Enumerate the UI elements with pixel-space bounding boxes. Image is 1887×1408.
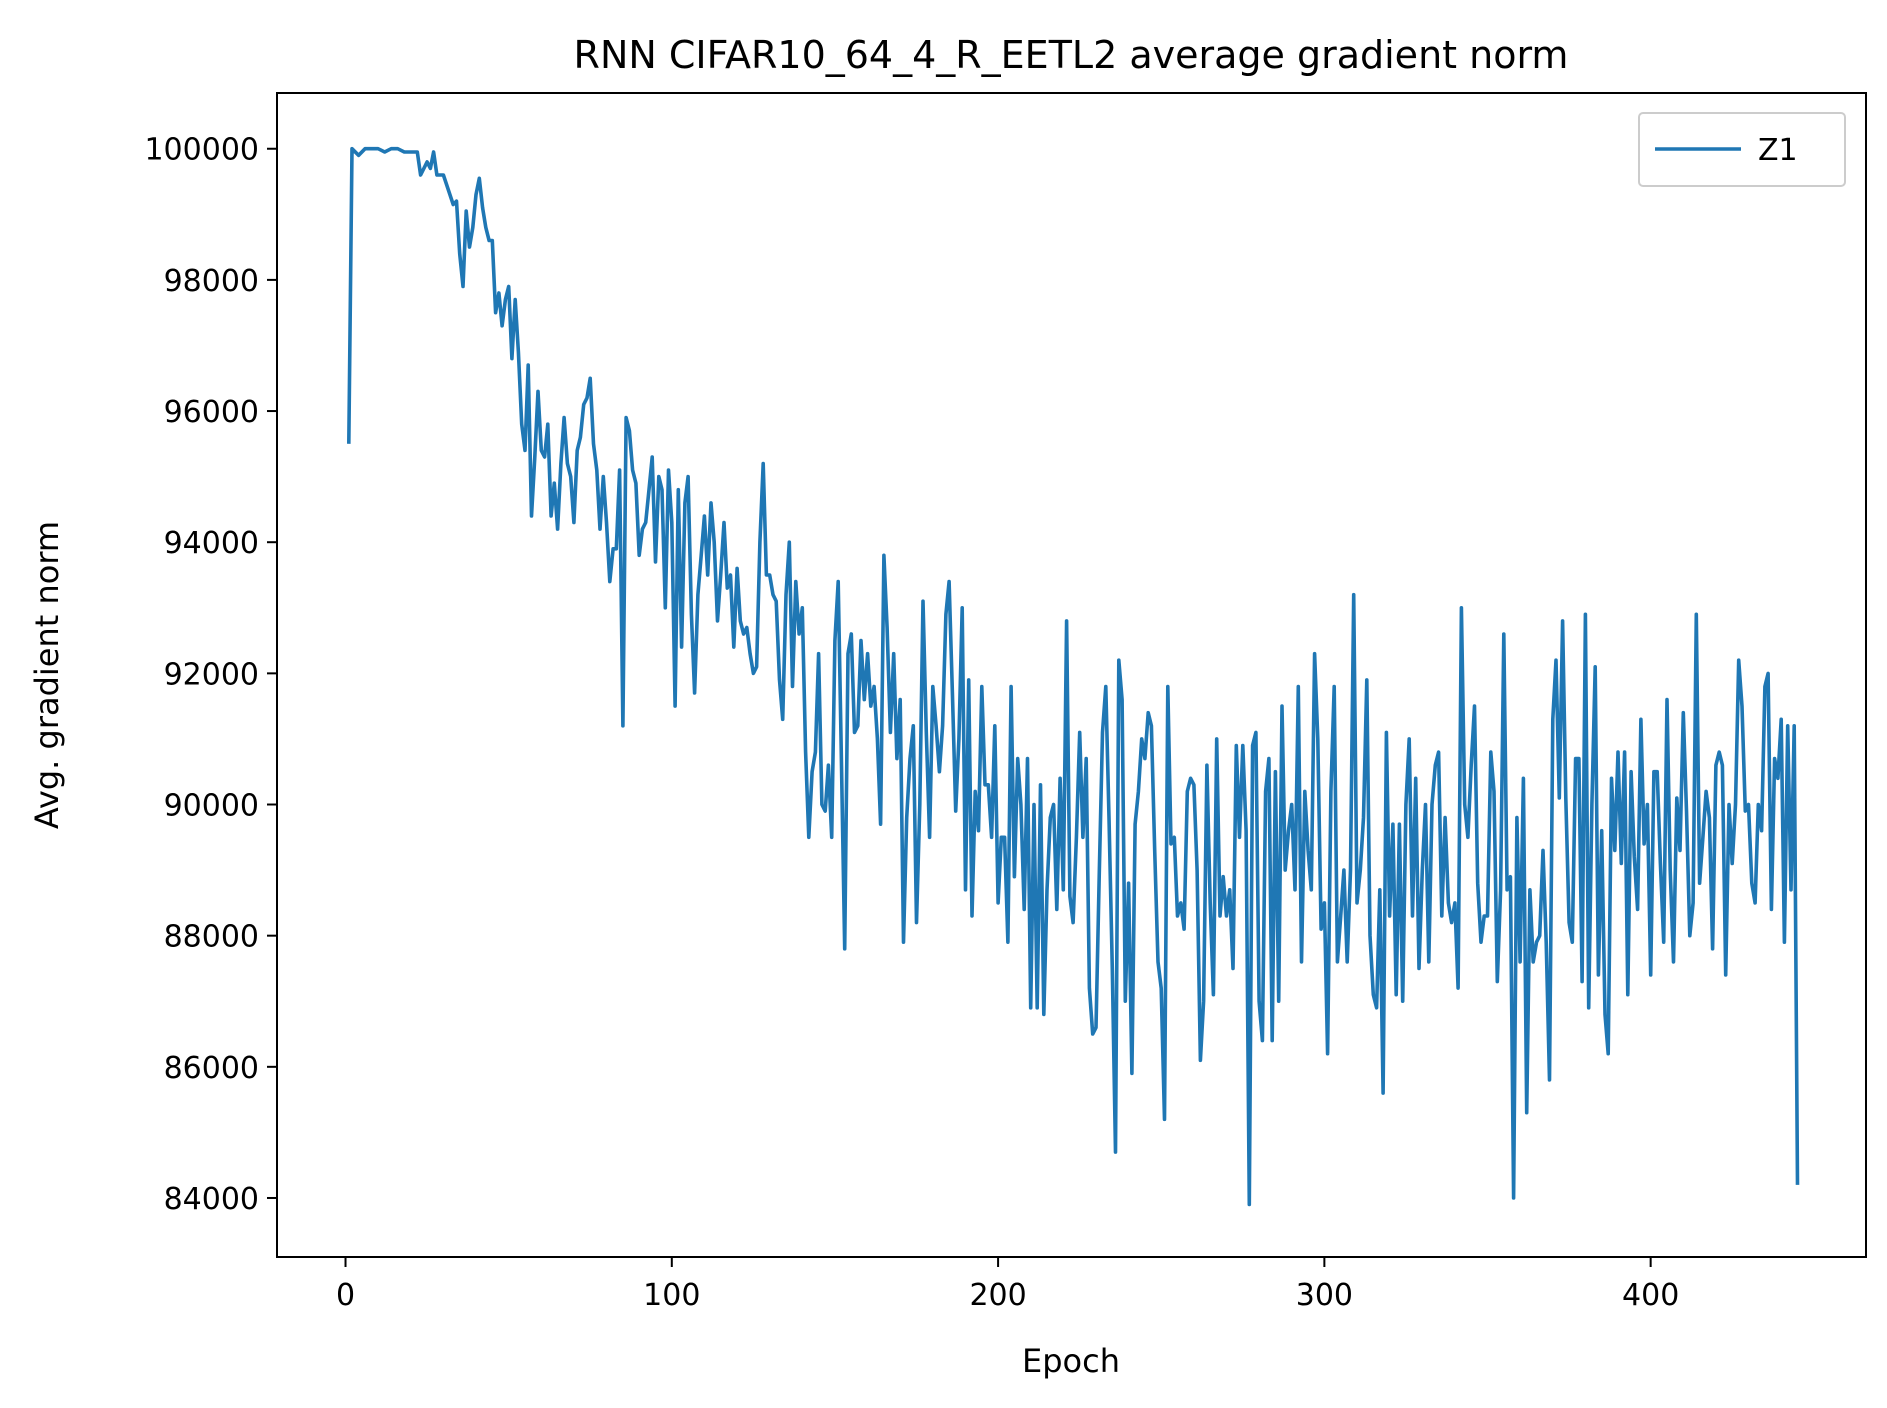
chart-title: RNN CIFAR10_64_4_R_EETL2 average gradien… [574, 33, 1569, 77]
y-tick-label: 98000 [164, 264, 259, 299]
y-tick-label: 94000 [164, 526, 259, 561]
y-tick-label: 96000 [164, 395, 259, 430]
plot-frame [276, 92, 1867, 1258]
y-axis-title: Avg. gradient norm [28, 521, 66, 829]
x-tick-label: 400 [1622, 1278, 1679, 1313]
x-axis-title: Epoch [1022, 1342, 1120, 1380]
y-axis-ticks: 84000 86000 88000 90000 92000 94000 96000 98000… [144, 133, 277, 1217]
y-tick-label: 90000 [164, 789, 259, 824]
y-tick-label: 86000 [164, 1051, 259, 1086]
x-axis-ticks: 0 100 200 300 400 [336, 1257, 1679, 1313]
y-tick-label: 92000 [164, 657, 259, 692]
series-line-z1 [347, 146, 1800, 1207]
x-tick-label: 200 [969, 1278, 1026, 1313]
y-tick-label: 100000 [144, 133, 259, 168]
y-tick-label: 84000 [164, 1182, 259, 1217]
x-tick-label: 300 [1296, 1278, 1353, 1313]
legend-label-z1: Z1 [1758, 133, 1798, 168]
x-tick-label: 0 [336, 1278, 355, 1313]
x-tick-label: 100 [643, 1278, 700, 1313]
y-tick-label: 88000 [164, 920, 259, 955]
legend: Z1 [1638, 112, 1846, 187]
legend-box [1638, 112, 1846, 187]
